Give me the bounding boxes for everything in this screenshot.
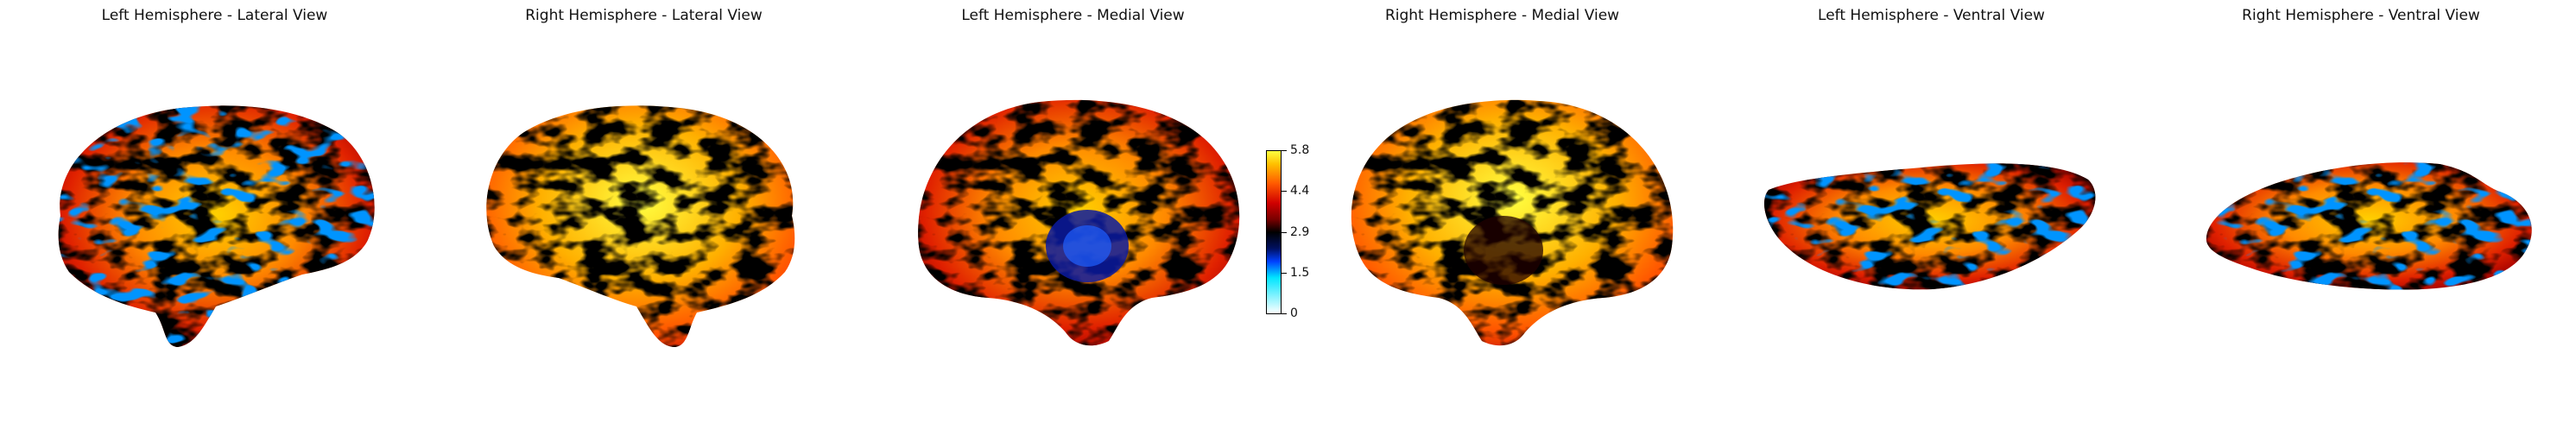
panel-title: Right Hemisphere - Ventral View	[2242, 7, 2480, 24]
colorbar-tick	[1282, 313, 1287, 314]
brain-surface-left-medial	[918, 99, 1240, 346]
colorbar-tick	[1282, 191, 1287, 192]
colorbar-label: 1.5	[1290, 266, 1310, 280]
brain-surface-right-ventral	[2206, 162, 2532, 290]
colorbar-tick	[1282, 232, 1287, 233]
colorbar-label: 5.8	[1290, 143, 1310, 157]
panel-title: Left Hemisphere - Ventral View	[1818, 7, 2045, 24]
colorbar-label: 2.9	[1290, 225, 1310, 239]
colorbar-tick	[1282, 273, 1287, 274]
panel-title: Right Hemisphere - Lateral View	[525, 7, 763, 24]
brain-surface-left-ventral	[1764, 163, 2096, 290]
panel-right-ventral: Right Hemisphere - Ventral View	[2146, 0, 2576, 442]
panel-left-ventral: Left Hemisphere - Ventral View	[1717, 0, 2146, 442]
panel-right-lateral: Right Hemisphere - Lateral View	[429, 0, 858, 442]
colorbar-label: 4.4	[1290, 184, 1310, 198]
panel-right-medial: Right Hemisphere - Medial View	[1288, 0, 1717, 442]
colorbar-tick	[1282, 150, 1287, 151]
brain-surface-right-lateral	[486, 105, 795, 347]
panel-title: Right Hemisphere - Medial View	[1384, 7, 1620, 24]
colorbar-gradient	[1266, 150, 1282, 314]
colorbar-label: 0	[1290, 306, 1298, 320]
panel-title: Left Hemisphere - Lateral View	[101, 7, 328, 24]
panel-title: Left Hemisphere - Medial View	[961, 7, 1185, 24]
panel-left-lateral: Left Hemisphere - Lateral View	[0, 0, 429, 442]
panel-left-medial: Left Hemisphere - Medial View	[858, 0, 1288, 442]
brain-surface-right-medial	[1351, 99, 1674, 346]
colorbar: 5.8 4.4 2.9 1.5 0	[1266, 143, 1326, 320]
brain-surface-left-lateral	[58, 105, 375, 347]
